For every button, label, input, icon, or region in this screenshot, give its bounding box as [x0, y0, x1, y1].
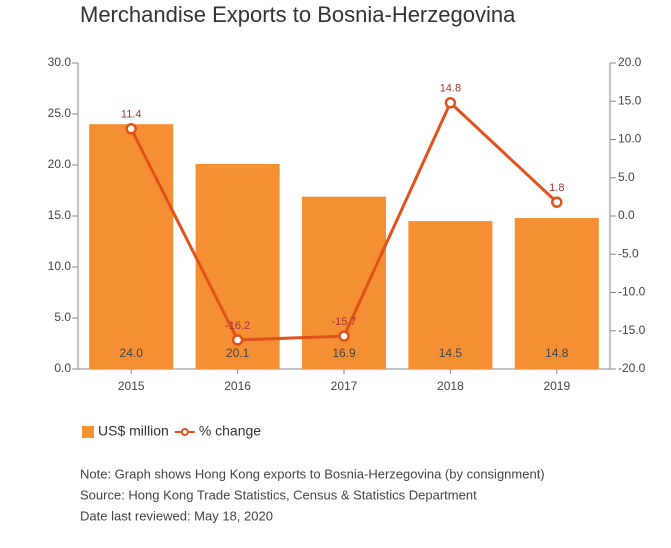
line-value-label: 1.8 — [549, 182, 564, 194]
y2-tick-label: -15.0 — [618, 323, 646, 337]
line-value-label: 11.4 — [121, 109, 142, 121]
line-value-label: -15.7 — [331, 316, 356, 328]
y2-tick-label: 20.0 — [618, 55, 642, 69]
note: Date last reviewed: May 18, 2020 — [80, 508, 273, 523]
legend-label: % change — [199, 423, 261, 439]
bar — [408, 221, 493, 369]
legend-swatch — [180, 428, 189, 436]
y-tick-label: 25.0 — [48, 106, 72, 120]
bar-value-label: 16.9 — [332, 346, 356, 360]
line-value-label: 14.8 — [440, 83, 461, 95]
y2-tick-label: -10.0 — [618, 285, 646, 299]
x-tick-label: 2019 — [543, 379, 570, 393]
y2-tick-label: -20.0 — [618, 361, 646, 375]
y2-tick-label: 0.0 — [618, 208, 635, 222]
y2-tick-label: -5.0 — [618, 246, 639, 260]
y2-tick-label: 10.0 — [618, 132, 642, 146]
y2-tick-label: 15.0 — [618, 93, 642, 107]
line-value-label: -16.2 — [225, 320, 250, 332]
chart-title: Merchandise Exports to Bosnia-Herzegovin… — [80, 2, 516, 27]
legend-label: US$ million — [98, 423, 169, 439]
y-tick-label: 15.0 — [48, 208, 72, 222]
x-tick-label: 2016 — [224, 379, 251, 393]
bar-value-label: 24.0 — [120, 346, 144, 360]
line-marker — [125, 123, 137, 135]
x-tick-label: 2018 — [437, 379, 464, 393]
bar — [514, 218, 599, 369]
line-marker — [231, 334, 244, 346]
y-tick-label: 30.0 — [48, 55, 72, 69]
y-tick-label: 5.0 — [54, 310, 71, 324]
y2-tick-label: 5.0 — [618, 170, 635, 184]
note: Source: Hong Kong Trade Statistics, Cens… — [80, 487, 477, 502]
bar — [89, 124, 174, 369]
x-tick-label: 2015 — [118, 379, 145, 393]
bar-value-label: 20.1 — [226, 346, 250, 360]
line-marker — [444, 97, 457, 109]
y-tick-label: 10.0 — [48, 259, 72, 273]
bar-value-label: 14.5 — [439, 346, 463, 360]
y-tick-label: 0.0 — [54, 361, 71, 375]
bar — [301, 196, 387, 369]
note: Note: Graph shows Hong Kong exports to B… — [80, 466, 545, 481]
x-tick-label: 2017 — [331, 379, 358, 393]
bar-value-label: 14.8 — [545, 346, 569, 360]
line-marker — [338, 330, 350, 342]
legend-swatch — [82, 426, 94, 438]
line-marker — [551, 196, 563, 208]
y-tick-label: 20.0 — [48, 157, 72, 171]
